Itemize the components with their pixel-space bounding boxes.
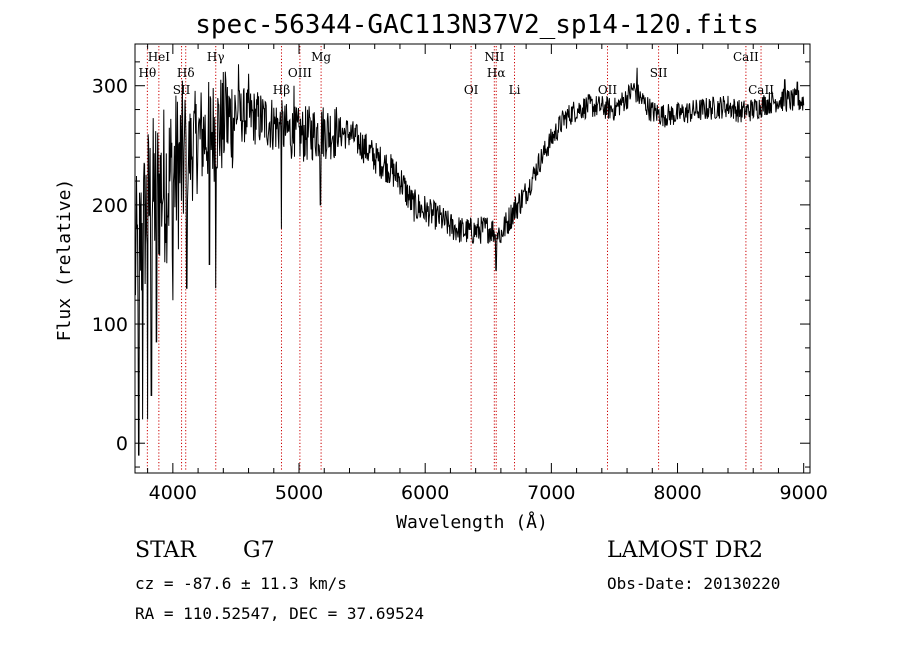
x-tick-label-2: 6000 [401,482,449,504]
x-tick-label-5: 9000 [780,482,828,504]
line-label-12: OII [598,83,618,97]
axis-tick-labels: 4000 5000 6000 7000 8000 9000 0 100 200 300 [92,76,828,504]
subclass: G7 [243,538,275,563]
y-axis-label: Flux (relative) [54,179,75,342]
axis-ticks [135,44,810,473]
y-tick-label-2: 200 [92,195,128,217]
x-tick-label-3: 7000 [527,482,575,504]
line-label-4: Hγ [207,50,225,64]
observation-date: Obs-Date: 20130220 [607,574,781,593]
line-label-15: CaII [748,83,774,97]
line-label-0: Hθ [139,66,157,80]
line-label-9: NII [484,50,504,64]
x-tick-label-0: 4000 [149,482,197,504]
x-axis-label: Wavelength (Å) [396,511,548,533]
line-label-7: Mg [311,50,331,64]
line-label-1: HeI [148,50,171,64]
line-label-5: Hβ [273,83,290,97]
y-tick-label-1: 100 [92,314,128,336]
coordinates: RA = 110.52547, DEC = 37.69524 [135,604,424,623]
line-label-6: OIII [288,66,312,80]
line-label-3: Hδ [177,66,195,80]
spectrum-line [134,64,805,456]
line-label-2: SII [173,83,191,97]
line-label-10: Hα [487,66,506,80]
survey-name: LAMOST DR2 [607,538,763,563]
line-label-13: SII [650,66,668,80]
line-label-11: Li [509,83,521,97]
line-label-14: CaII [733,50,759,64]
plot-frame [134,43,811,474]
y-tick-label-3: 300 [92,76,128,98]
x-tick-label-1: 5000 [275,482,323,504]
redshift-velocity: cz = -87.6 ± 11.3 km/s [135,574,347,593]
x-tick-label-4: 8000 [653,482,701,504]
object-type: STAR [135,538,196,563]
chart-title: spec-56344-GAC113N37V2_sp14-120.fits [195,10,759,40]
line-label-8: OI [464,83,479,97]
y-tick-label-0: 0 [116,433,128,455]
